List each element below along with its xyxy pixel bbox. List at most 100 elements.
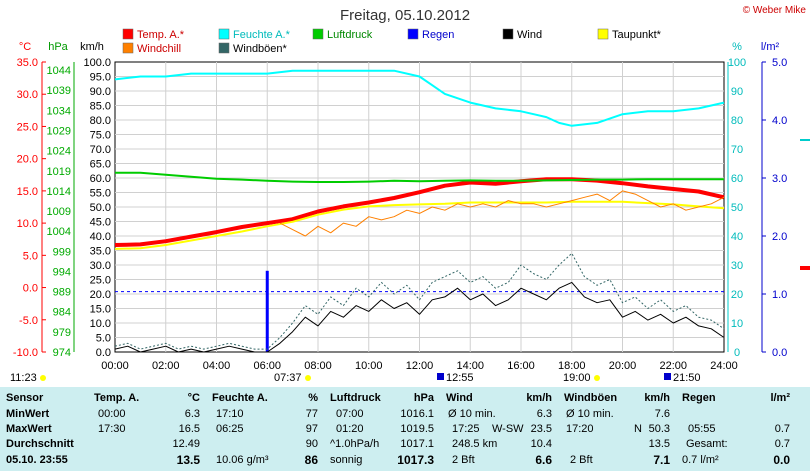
row-label-max: MaxWert: [6, 423, 52, 435]
humidity-max-time: 06:25: [216, 423, 244, 435]
wind-tick-label: 90.0: [90, 86, 111, 98]
wind-tick-label: 30.0: [90, 260, 111, 272]
humidity-tick-label: 100: [728, 57, 746, 69]
wind-current-value: 6.6: [535, 453, 552, 467]
legend-swatch-luftdruck: [312, 28, 324, 40]
wind-max-time: 17:25: [452, 423, 480, 435]
legend-swatch-windb-en: [218, 42, 230, 54]
wind-tick-label: 80.0: [90, 115, 111, 127]
pressure-tick-label: 1014: [47, 186, 71, 198]
chart-title: Freitag, 05.10.2012: [340, 7, 470, 24]
statistics-table: Sensor MinWert MaxWert Durchschnitt 05.1…: [0, 387, 810, 471]
temp-header: Temp. A.: [94, 392, 140, 404]
moonrise-marker: [664, 373, 671, 380]
temp-current-value: 13.5: [176, 453, 200, 467]
wind-tick-label: 40.0: [90, 231, 111, 243]
x-tick-label: 18:00: [558, 360, 586, 372]
wind-tick-label: 35.0: [90, 246, 111, 258]
temp-unit: °C: [187, 392, 200, 404]
legend-label-regen: Regen: [422, 29, 454, 41]
temp-axis-unit: °C: [19, 41, 31, 53]
wind-distance: 248.5 km: [452, 438, 498, 450]
legend-label-windchill: Windchill: [137, 43, 181, 55]
pressure-min-time: 07:00: [336, 408, 364, 420]
humidity-tick-label: 70: [731, 144, 743, 156]
temp-avg-value: 12.49: [172, 438, 200, 450]
humidity-tick-label: 80: [731, 115, 743, 127]
wind-min-label: Ø 10 min.: [448, 408, 496, 420]
wind-tick-label: 25.0: [90, 275, 111, 287]
gusts-min-value: 7.6: [654, 408, 670, 420]
wind-tick-label: 5.0: [96, 333, 111, 345]
temp-tick-label: 20.0: [17, 154, 38, 166]
series-line-windchill: [279, 190, 725, 237]
pressure-tick-label: 1034: [47, 105, 71, 117]
gusts-header: Windböen: [564, 392, 618, 404]
pressure-column: Luftdruck hPa 07:00 1016.1 01:20 1019.5 …: [324, 387, 440, 471]
legend-swatch-regen: [407, 28, 419, 40]
humidity-current-value: 86: [304, 453, 318, 467]
gusts-min-label: Ø 10 min.: [566, 408, 614, 420]
pressure-tick-label: 1004: [47, 226, 71, 238]
pressure-tick-label: 974: [53, 347, 71, 359]
humidity-min-time: 17:10: [216, 408, 244, 420]
x-tick-label: 10:00: [355, 360, 383, 372]
sensor-column: Sensor MinWert MaxWert Durchschnitt 05.1…: [0, 387, 88, 471]
series-line-wind: [114, 281, 725, 353]
pressure-header: Luftdruck: [330, 392, 381, 404]
series-line-temp-a: [114, 177, 725, 247]
solar-noon-label: 12:55: [446, 372, 474, 384]
wind-tick-label: 20.0: [90, 289, 111, 301]
pressure-forecast: sonnig: [330, 454, 363, 466]
humidity-tick-label: 10: [731, 318, 743, 330]
left-time-dot: [40, 375, 46, 381]
legend-swatch-feuchte-a: [218, 28, 230, 40]
temp-tick-label: 15.0: [17, 186, 38, 198]
series-line-feuchte-a: [114, 69, 725, 127]
copyright-note: © Weber Mike: [743, 5, 807, 16]
row-label-min: MinWert: [6, 408, 50, 420]
rain-today: 0.7 l/m²: [682, 454, 719, 466]
x-tick-label: 08:00: [304, 360, 332, 372]
moonrise-label: 21:50: [673, 372, 701, 384]
rain-tick-label: 1.0: [772, 289, 787, 301]
pressure-tick-label: 1044: [47, 65, 71, 77]
rain-tick-label: 2.0: [772, 231, 787, 243]
x-tick-label: 14:00: [456, 360, 484, 372]
legend-swatch-taupunkt: [597, 28, 609, 40]
rain-column: Regen l/m² 05:55 0.7 Gesamt: 0.7 0.7 l/m…: [676, 387, 796, 471]
rain-tick-label: 3.0: [772, 173, 787, 185]
legend-label-temp-a: Temp. A.*: [137, 29, 185, 41]
weather-chart: Freitag, 05.10.2012 © Weber Mike Temp. A.*…: [10, 5, 810, 384]
pressure-axis-unit: hPa: [48, 41, 68, 53]
gusts-column: Windböen km/h Ø 10 min. 7.6 17:20 N 50.3…: [558, 387, 676, 471]
x-tick-label: 22:00: [659, 360, 687, 372]
legend-swatch-windchill: [122, 42, 134, 54]
temp-tick-label: 35.0: [17, 57, 38, 69]
rain-current-value: 0.0: [773, 453, 790, 467]
pressure-tick-label: 984: [53, 307, 71, 319]
pressure-tick-label: 1029: [47, 125, 71, 137]
rain-tick-label: 0.0: [772, 347, 787, 359]
humidity-tick-label: 30: [731, 260, 743, 272]
legend-label-feuchte-a: Feuchte A.*: [233, 29, 291, 41]
wind-max-direction: W-SW: [492, 423, 524, 435]
temp-tick-label: 5.0: [23, 250, 38, 262]
rain-axis-unit: l/m²: [761, 41, 780, 53]
row-label-current: 05.10. 23:55: [6, 454, 68, 466]
left-time-label: 11:23: [10, 372, 37, 384]
wind-tick-label: 85.0: [90, 101, 111, 113]
rain-max-value: 0.7: [774, 423, 790, 435]
humidity-tick-label: 60: [731, 173, 743, 185]
pressure-max-value: 1019.5: [400, 423, 434, 435]
wind-unit: km/h: [526, 392, 552, 404]
rain-total-label: Gesamt:: [686, 438, 728, 450]
humidity-tick-label: 50: [731, 202, 743, 214]
x-tick-label: 06:00: [253, 360, 281, 372]
humidity-tick-label: 40: [731, 231, 743, 243]
pressure-min-value: 1016.1: [400, 408, 434, 420]
solar-noon-marker: [437, 373, 444, 380]
gusts-max-value: 50.3: [648, 423, 670, 435]
wind-tick-label: 95.0: [90, 72, 111, 84]
legend-label-luftdruck: Luftdruck: [327, 29, 373, 41]
